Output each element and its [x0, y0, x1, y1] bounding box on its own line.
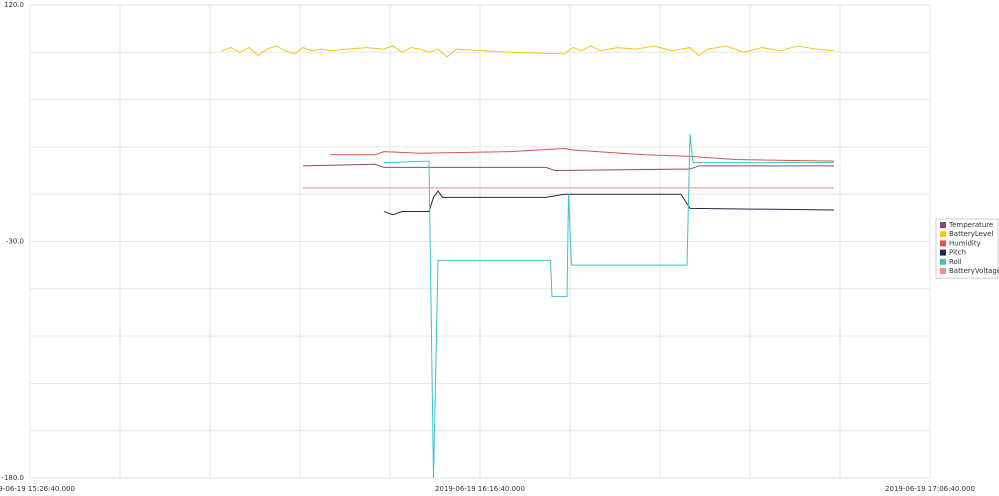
y-tick-label: -180.0 — [1, 474, 24, 482]
legend-swatch — [940, 258, 946, 265]
legend-swatch — [940, 249, 946, 256]
legend-label: Roll — [949, 258, 962, 266]
x-tick-label: 2019-06-19 17:06:40.000 — [885, 485, 975, 493]
legend-label: Pitch — [949, 249, 966, 257]
legend-swatch — [940, 240, 946, 247]
series-line — [302, 163, 834, 172]
legend-label: Humidity — [949, 239, 981, 247]
series-line — [383, 190, 835, 216]
legend-label: Temperature — [948, 221, 993, 229]
x-tick-label: 2019-06-19 16:16:40.000 — [435, 485, 525, 493]
legend-swatch — [940, 222, 946, 228]
legend-label: BatteryLevel — [949, 230, 993, 238]
y-tick-label: -30.0 — [6, 238, 24, 246]
legend-box — [935, 218, 999, 279]
series-line — [221, 45, 835, 58]
series-line — [330, 147, 835, 162]
legend-swatch — [940, 268, 946, 274]
legend-label: BatteryVoltage — [949, 267, 999, 275]
legend-swatch — [940, 231, 946, 238]
series-line — [383, 134, 834, 479]
y-tick-label: 120.0 — [4, 1, 24, 9]
x-tick-label: 2019-06-19 15:26:40.000 — [0, 485, 75, 493]
